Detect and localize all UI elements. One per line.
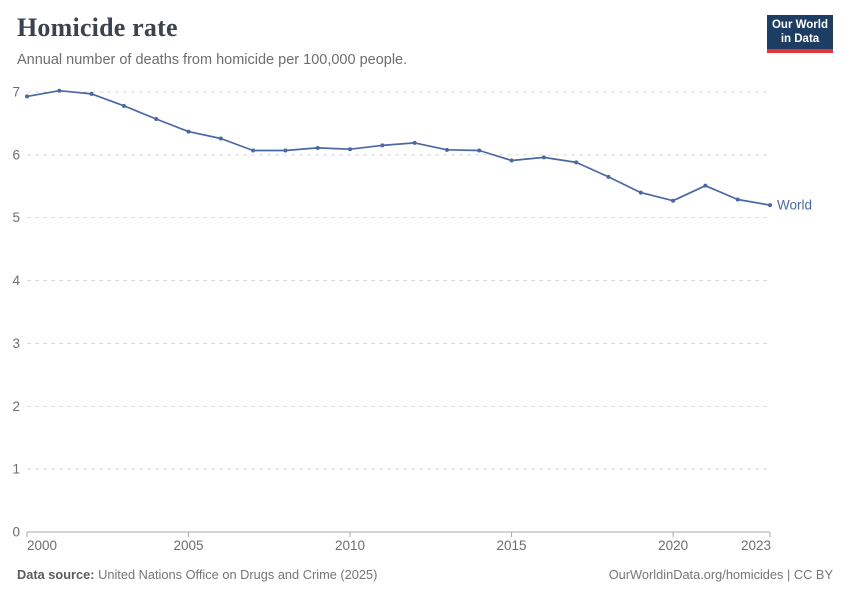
chart-subtitle: Annual number of deaths from homicide pe…	[17, 52, 408, 68]
chart-title: Homicide rate	[17, 13, 178, 42]
x-axis	[26, 531, 771, 537]
y-tick-label: 4	[12, 273, 20, 288]
data-point-marker[interactable]	[380, 143, 385, 148]
chart-footer: Data source: United Nations Office on Dr…	[17, 567, 833, 582]
x-axis-labels: 2000 2005 2010 2015 2020 2023	[27, 538, 771, 553]
series-line-world[interactable]	[26, 89, 771, 206]
data-point-marker[interactable]	[348, 147, 353, 152]
x-tick-label: 2015	[497, 538, 527, 553]
data-source-note: Data source: United Nations Office on Dr…	[17, 567, 377, 582]
y-tick-label: 5	[12, 210, 20, 225]
y-tick-label: 0	[12, 525, 20, 540]
data-point-marker[interactable]	[251, 148, 256, 153]
data-point-marker[interactable]	[703, 183, 708, 188]
x-tick-label: 2010	[335, 538, 365, 553]
data-point-marker[interactable]	[89, 91, 94, 96]
data-source-value: United Nations Office on Drugs and Crime…	[98, 567, 378, 582]
owid-logo-accent-bar	[767, 49, 833, 53]
data-point-marker[interactable]	[218, 136, 223, 141]
license-link[interactable]: OurWorldinData.org/homicides | CC BY	[608, 567, 833, 582]
y-tick-label: 1	[12, 462, 20, 477]
x-tick-label: 2020	[658, 538, 688, 553]
data-point-marker[interactable]	[541, 155, 546, 160]
data-source-label: Data source:	[17, 567, 95, 582]
data-point-marker[interactable]	[606, 174, 611, 179]
x-tick-label: 2000	[27, 538, 57, 553]
y-gridlines	[27, 91, 770, 470]
data-point-marker[interactable]	[25, 94, 29, 99]
data-point-marker[interactable]	[768, 203, 772, 208]
data-point-marker[interactable]	[283, 148, 288, 153]
owid-logo-text: Our World in Data	[767, 15, 833, 49]
data-point-marker[interactable]	[186, 129, 191, 134]
data-point-marker[interactable]	[57, 88, 62, 93]
y-tick-label: 3	[12, 336, 20, 351]
data-point-marker[interactable]	[671, 198, 676, 203]
x-tick-label: 2005	[173, 538, 203, 553]
x-tick-label: 2023	[741, 538, 771, 553]
data-point-marker[interactable]	[154, 117, 159, 122]
data-point-marker[interactable]	[444, 147, 449, 152]
data-point-marker[interactable]	[315, 145, 320, 150]
y-tick-label: 6	[12, 147, 20, 162]
series-markers-world	[25, 88, 772, 208]
data-point-marker[interactable]	[574, 160, 579, 165]
data-point-marker[interactable]	[735, 197, 740, 202]
data-point-marker[interactable]	[121, 103, 126, 108]
y-axis-labels: 0 1 2 3 4 5 6 7	[12, 85, 20, 540]
y-tick-label: 7	[12, 85, 20, 100]
data-point-marker[interactable]	[412, 140, 417, 145]
y-tick-label: 2	[12, 399, 20, 414]
series-end-label[interactable]: World	[777, 198, 812, 213]
data-point-marker[interactable]	[477, 148, 482, 153]
owid-logo[interactable]: Our World in Data	[767, 15, 833, 53]
data-point-marker[interactable]	[638, 190, 643, 195]
data-point-marker[interactable]	[509, 158, 514, 163]
